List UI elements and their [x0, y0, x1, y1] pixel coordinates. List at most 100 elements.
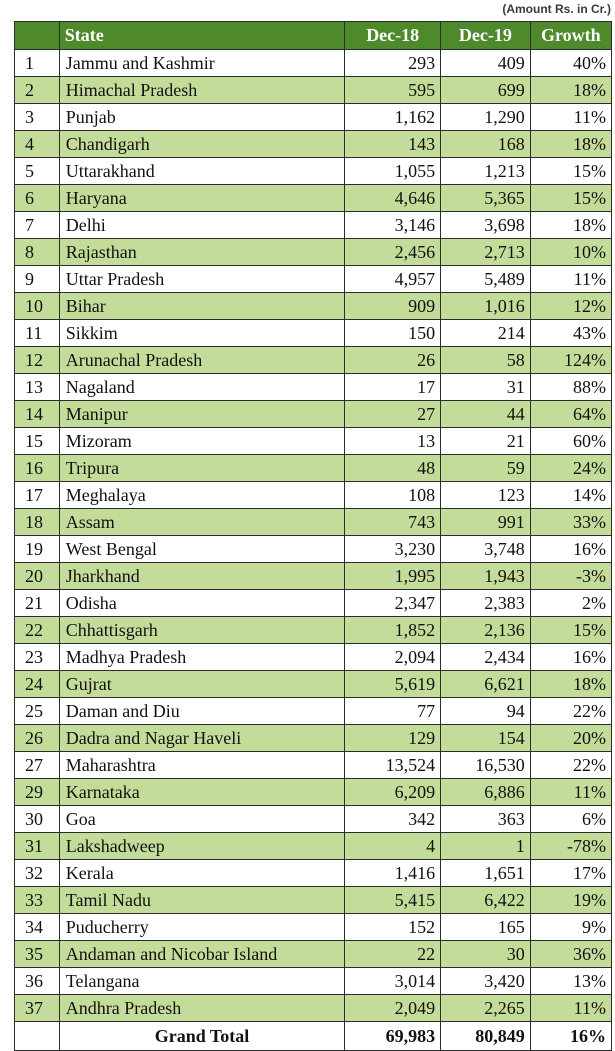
row-state: Telangana — [58, 967, 346, 995]
row-growth: 36% — [529, 940, 613, 968]
row-growth: 12% — [529, 292, 613, 320]
row-dec-18: 13,524 — [344, 751, 442, 779]
row-serial: 24 — [14, 670, 60, 698]
row-dec-19: 6,422 — [440, 886, 531, 914]
row-serial: 33 — [14, 886, 60, 914]
table-row: 1 Jammu and Kashmir 293 409 40% — [14, 49, 613, 77]
row-serial: 15 — [14, 427, 60, 455]
row-dec-18: 342 — [344, 805, 442, 833]
table-row: 9 Uttar Pradesh 4,957 5,489 11% — [14, 265, 613, 293]
row-dec-18: 3,014 — [344, 967, 442, 995]
table-row: 31 Lakshadweep 4 1 -78% — [14, 832, 613, 860]
row-dec-19: 59 — [440, 454, 531, 482]
table-row: 4 Chandigarh 143 168 18% — [14, 130, 613, 158]
table-row: 26 Dadra and Nagar Haveli 129 154 20% — [14, 724, 613, 752]
row-dec-18: 2,094 — [344, 643, 442, 671]
row-growth: 18% — [529, 76, 613, 104]
row-dec-19: 5,489 — [440, 265, 531, 293]
row-serial: 26 — [14, 724, 60, 752]
header-dec-19: Dec-19 — [440, 21, 531, 50]
state-growth-table: State Dec-18 Dec-19 Growth 1 Jammu and Ka… — [14, 21, 613, 1051]
row-growth: 16% — [529, 643, 613, 671]
row-serial: 1 — [14, 49, 60, 77]
amount-unit-note: (Amount Rs. in Cr.) — [502, 2, 611, 16]
row-serial: 7 — [14, 211, 60, 239]
row-dec-19: 5,365 — [440, 184, 531, 212]
row-serial: 27 — [14, 751, 60, 779]
row-dec-19: 363 — [440, 805, 531, 833]
row-dec-18: 1,162 — [344, 103, 442, 131]
row-dec-19: 31 — [440, 373, 531, 401]
row-serial: 21 — [14, 589, 60, 617]
row-dec-19: 44 — [440, 400, 531, 428]
row-dec-18: 3,146 — [344, 211, 442, 239]
grand-total-label: Grand Total — [58, 1021, 346, 1051]
row-dec-18: 293 — [344, 49, 442, 77]
row-dec-18: 108 — [344, 481, 442, 509]
row-dec-19: 94 — [440, 697, 531, 725]
row-serial: 18 — [14, 508, 60, 536]
row-growth: 11% — [529, 778, 613, 806]
row-state: Tamil Nadu — [58, 886, 346, 914]
row-dec-19: 58 — [440, 346, 531, 374]
row-dec-19: 3,698 — [440, 211, 531, 239]
row-state: Delhi — [58, 211, 346, 239]
grand-total-row: Grand Total 69,983 80,849 16% — [14, 1021, 613, 1051]
row-serial: 11 — [14, 319, 60, 347]
row-growth: 15% — [529, 157, 613, 185]
row-state: Puducherry — [58, 913, 346, 941]
row-dec-19: 2,713 — [440, 238, 531, 266]
row-dec-19: 1,943 — [440, 562, 531, 590]
row-state: Bihar — [58, 292, 346, 320]
row-serial: 10 — [14, 292, 60, 320]
row-growth: 16% — [529, 535, 613, 563]
row-serial: 37 — [14, 994, 60, 1022]
row-dec-18: 26 — [344, 346, 442, 374]
row-state: Assam — [58, 508, 346, 536]
table-header-row: State Dec-18 Dec-19 Growth — [14, 21, 613, 50]
row-dec-19: 16,530 — [440, 751, 531, 779]
row-growth: 18% — [529, 670, 613, 698]
table-row: 5 Uttarakhand 1,055 1,213 15% — [14, 157, 613, 185]
row-growth: 22% — [529, 751, 613, 779]
row-growth: 40% — [529, 49, 613, 77]
table-row: 8 Rajasthan 2,456 2,713 10% — [14, 238, 613, 266]
row-growth: 14% — [529, 481, 613, 509]
row-serial: 34 — [14, 913, 60, 941]
row-state: Madhya Pradesh — [58, 643, 346, 671]
table-row: 37 Andhra Pradesh 2,049 2,265 11% — [14, 994, 613, 1022]
row-dec-18: 22 — [344, 940, 442, 968]
row-dec-18: 13 — [344, 427, 442, 455]
row-dec-18: 743 — [344, 508, 442, 536]
row-dec-19: 3,420 — [440, 967, 531, 995]
row-serial: 3 — [14, 103, 60, 131]
row-growth: 22% — [529, 697, 613, 725]
row-dec-19: 1,290 — [440, 103, 531, 131]
row-state: Uttarakhand — [58, 157, 346, 185]
row-dec-19: 21 — [440, 427, 531, 455]
table-row: 15 Mizoram 13 21 60% — [14, 427, 613, 455]
row-dec-18: 17 — [344, 373, 442, 401]
row-dec-18: 595 — [344, 76, 442, 104]
row-dec-18: 1,995 — [344, 562, 442, 590]
row-dec-18: 4,957 — [344, 265, 442, 293]
row-dec-19: 123 — [440, 481, 531, 509]
row-serial: 13 — [14, 373, 60, 401]
row-state: Daman and Diu — [58, 697, 346, 725]
table-row: 23 Madhya Pradesh 2,094 2,434 16% — [14, 643, 613, 671]
table-row: 14 Manipur 27 44 64% — [14, 400, 613, 428]
row-serial: 5 — [14, 157, 60, 185]
row-dec-19: 2,434 — [440, 643, 531, 671]
row-growth: -3% — [529, 562, 613, 590]
table-row: 25 Daman and Diu 77 94 22% — [14, 697, 613, 725]
row-growth: 60% — [529, 427, 613, 455]
header-growth: Growth — [529, 21, 613, 50]
row-serial: 35 — [14, 940, 60, 968]
header-dec-18: Dec-18 — [344, 21, 442, 50]
row-dec-18: 1,852 — [344, 616, 442, 644]
row-state: Nagaland — [58, 373, 346, 401]
row-state: Chhattisgarh — [58, 616, 346, 644]
row-serial: 6 — [14, 184, 60, 212]
row-state: Meghalaya — [58, 481, 346, 509]
row-dec-19: 1,213 — [440, 157, 531, 185]
